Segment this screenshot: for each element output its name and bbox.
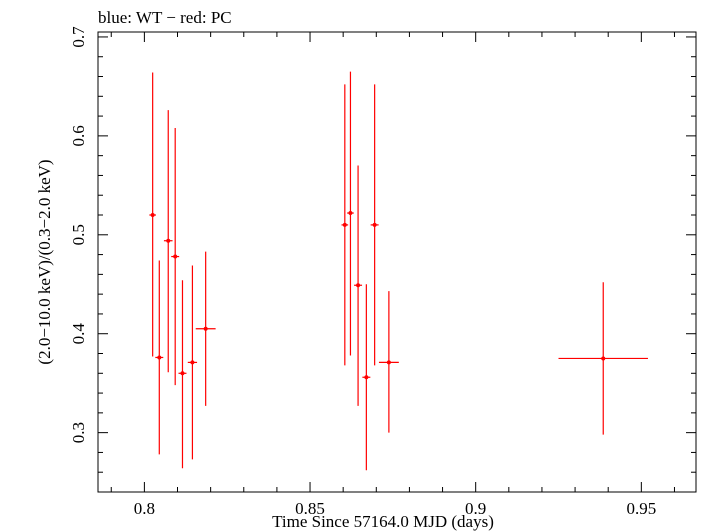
point-marker <box>173 254 178 259</box>
data-point <box>178 280 187 469</box>
data-point <box>370 84 379 366</box>
data-point <box>171 127 180 386</box>
y-tick-label: 0.4 <box>69 323 88 345</box>
point-marker <box>180 371 185 376</box>
point-marker <box>356 283 361 288</box>
y-tick-label: 0.7 <box>69 26 88 48</box>
x-axis: 0.8 0.85 0.9 0.95 <box>110 32 675 518</box>
point-marker <box>364 375 369 380</box>
point-marker <box>372 222 377 227</box>
point-marker <box>150 213 155 218</box>
x-tick-label: 0.9 <box>465 499 486 518</box>
data-point <box>378 291 399 433</box>
data-point <box>187 265 198 460</box>
data-point <box>341 84 349 366</box>
y-axis: 0.3 0.4 0.5 0.6 0.7 <box>69 26 696 493</box>
data-point <box>155 260 164 455</box>
point-marker <box>386 360 391 365</box>
y-tick-label: 0.3 <box>69 422 88 443</box>
point-marker <box>348 211 353 216</box>
x-tick-label: 0.8 <box>134 499 155 518</box>
point-marker <box>601 356 606 361</box>
data-point <box>163 110 173 373</box>
y-axis-label: (2.0−10.0 keV)/(0.3−2.0 keV) <box>35 159 54 364</box>
data-point <box>558 282 648 435</box>
point-marker <box>166 238 171 243</box>
point-marker <box>203 326 208 331</box>
y-tick-label: 0.5 <box>69 224 88 245</box>
point-marker <box>157 355 162 360</box>
data-point <box>354 165 363 406</box>
data-point <box>195 251 216 406</box>
point-marker <box>190 360 195 365</box>
data-point <box>347 71 354 356</box>
data-point <box>149 72 156 357</box>
x-tick-label: 0.95 <box>626 499 656 518</box>
x-tick-label: 0.85 <box>295 499 325 518</box>
chart-title: blue: WT − red: PC <box>98 8 232 27</box>
point-marker <box>342 222 347 227</box>
plot-frame <box>97 31 697 493</box>
y-tick-label: 0.6 <box>69 125 88 146</box>
data-point <box>362 284 371 471</box>
x-axis-label: Time Since 57164.0 MJD (days) <box>272 512 494 531</box>
data-series <box>149 71 648 471</box>
